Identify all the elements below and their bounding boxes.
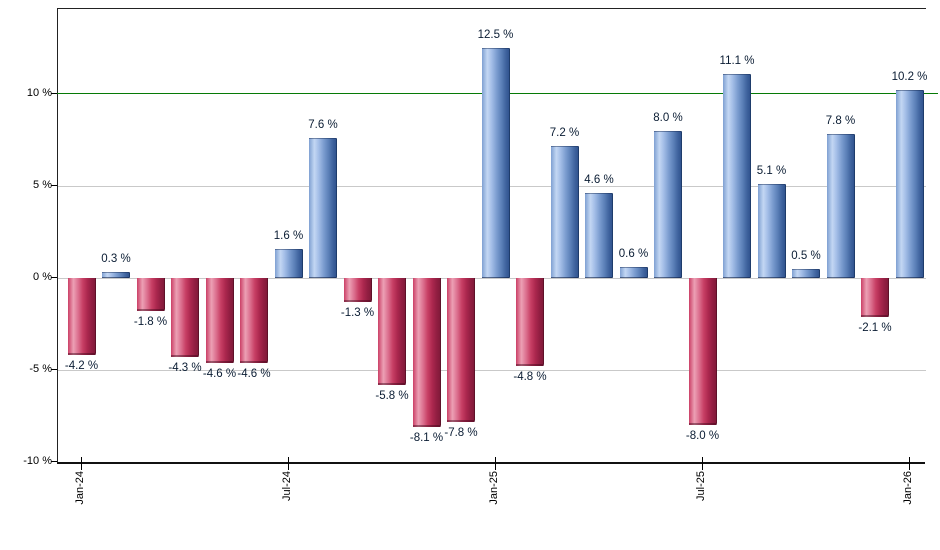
x-tick-label-Jul-25: Jul-25 bbox=[694, 471, 707, 501]
x-tick-label-Jul-24: Jul-24 bbox=[280, 471, 293, 501]
plot-area: -4.2 % 0.3 % -1.8 % -4.3 % -4.6 % -4.6 % 1.6 %… bbox=[57, 8, 928, 464]
x-tick-Jul-25 bbox=[701, 457, 703, 470]
bar-value-label: -1.3 % bbox=[340, 306, 375, 319]
bar-4 bbox=[171, 278, 199, 358]
x-tick-Jan-26 bbox=[908, 457, 910, 470]
bar-20 bbox=[723, 73, 751, 278]
bar-16 bbox=[585, 193, 613, 278]
bar-12 bbox=[447, 278, 475, 422]
y-tick-0 bbox=[51, 277, 57, 278]
bar-value-label: 0.5 % bbox=[791, 249, 821, 262]
bar-14 bbox=[516, 278, 544, 367]
y-tick-5 bbox=[51, 185, 57, 186]
bar-value-label: 0.3 % bbox=[101, 253, 131, 266]
y-tick-label-10: 10 % bbox=[26, 87, 52, 99]
bar-9 bbox=[343, 278, 372, 302]
bar-value-label: 7.8 % bbox=[825, 115, 856, 128]
bar-3 bbox=[136, 278, 165, 312]
gridline-0pct bbox=[58, 278, 926, 279]
bar-15 bbox=[550, 145, 579, 278]
bar-5 bbox=[205, 278, 234, 363]
bar-18 bbox=[654, 130, 682, 278]
bar-17 bbox=[619, 266, 648, 278]
bar-value-label: -4.6 % bbox=[202, 367, 237, 380]
bar-2 bbox=[102, 272, 130, 278]
bar-value-label: -4.6 % bbox=[237, 367, 271, 380]
bar-value-label: -5.8 % bbox=[375, 389, 409, 402]
x-tick-label-Jan-25: Jan-25 bbox=[487, 471, 500, 505]
y-tick-10 bbox=[51, 93, 57, 94]
bar-value-label: -4.8 % bbox=[513, 371, 547, 384]
bar-24 bbox=[861, 278, 889, 317]
bar-value-label: 0.6 % bbox=[618, 247, 649, 260]
bar-value-label: 8.0 % bbox=[653, 111, 683, 124]
bar-11 bbox=[412, 278, 441, 428]
bar-value-label: 4.6 % bbox=[584, 174, 614, 187]
bar-value-label: 5.1 % bbox=[756, 165, 787, 178]
y-tick-label-0: 0 % bbox=[33, 271, 52, 283]
bar-value-label: 11.1 % bbox=[719, 54, 755, 67]
bar-value-label: -8.0 % bbox=[685, 430, 720, 443]
bar-value-label: -4.2 % bbox=[64, 360, 99, 373]
bar-22 bbox=[792, 268, 820, 278]
bar-21 bbox=[757, 184, 786, 278]
y-tick--10 bbox=[51, 461, 57, 462]
bar-value-label: -2.1 % bbox=[858, 321, 892, 334]
bar-value-label: -7.8 % bbox=[444, 426, 478, 439]
bar-6 bbox=[240, 278, 268, 363]
bar-1 bbox=[67, 278, 96, 356]
bar-value-label: 10.2 % bbox=[891, 71, 928, 84]
x-tick-Jan-25 bbox=[494, 457, 496, 470]
bar-value-label: -8.1 % bbox=[409, 432, 444, 445]
bar-25 bbox=[895, 90, 924, 278]
x-tick-label-Jan-24: Jan-24 bbox=[73, 471, 86, 505]
y-tick-label--5: -5 % bbox=[29, 363, 52, 375]
bar-value-label: 1.6 % bbox=[273, 229, 304, 242]
y-tick-label-5: 5 % bbox=[33, 179, 52, 191]
y-tick-label--10: -10 % bbox=[23, 455, 52, 467]
bar-8 bbox=[309, 138, 337, 278]
y-tick--5 bbox=[51, 369, 57, 370]
bar-value-label: -4.3 % bbox=[168, 362, 202, 375]
bar-13 bbox=[481, 48, 510, 278]
x-tick-label-Jan-26: Jan-26 bbox=[901, 471, 914, 505]
bar-value-label: 7.2 % bbox=[549, 126, 580, 139]
x-tick-Jan-24 bbox=[80, 457, 82, 470]
bar-value-label: 7.6 % bbox=[308, 119, 338, 132]
bar-23 bbox=[826, 134, 855, 278]
gridline--5pct bbox=[58, 370, 926, 371]
bar-10 bbox=[378, 278, 406, 385]
bar-value-label: 12.5 % bbox=[477, 29, 514, 41]
x-tick-Jul-24 bbox=[287, 457, 289, 470]
bar-7 bbox=[274, 248, 303, 278]
bar-19 bbox=[688, 278, 717, 426]
x-axis-line bbox=[57, 462, 925, 464]
bar-value-label: -1.8 % bbox=[133, 316, 168, 329]
